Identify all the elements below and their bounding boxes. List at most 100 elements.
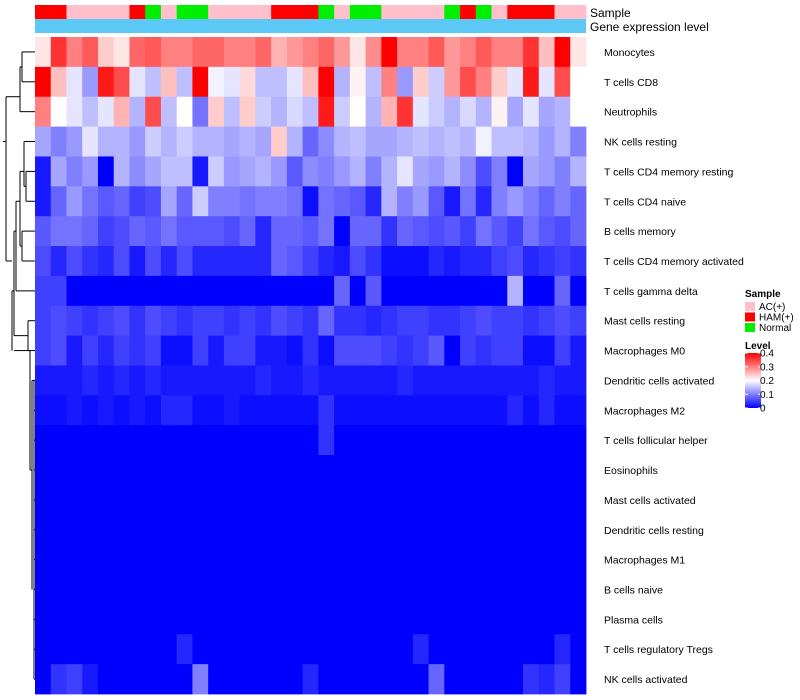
heatmap-cell [475, 246, 492, 277]
heatmap-cell [318, 186, 335, 217]
heatmap-cell [160, 634, 178, 665]
heatmap-cell [475, 664, 492, 695]
heatmap-cell [460, 484, 477, 516]
heatmap-cell [349, 96, 366, 127]
heatmap-cell [66, 425, 83, 456]
heatmap-cell [538, 275, 555, 307]
heatmap-cell [239, 186, 256, 217]
heatmap-cell [239, 544, 256, 575]
heatmap-cell [491, 365, 508, 396]
heatmap-cell [66, 365, 83, 396]
heatmap-cell [50, 246, 67, 277]
heatmap-cell [475, 186, 492, 217]
heatmap-cell [507, 365, 524, 396]
heatmap-cell [97, 395, 115, 426]
heatmap-cell [35, 216, 52, 247]
heatmap-cell [397, 514, 414, 546]
heatmap-cell [428, 37, 445, 68]
heatmap-cell [475, 156, 492, 187]
heatmap-cell [145, 66, 162, 98]
heatmap-cell [460, 275, 477, 307]
heatmap-cell [570, 484, 587, 516]
heatmap-cell [554, 574, 571, 605]
heatmap-cell [82, 156, 99, 187]
heatmap-cell [145, 455, 162, 486]
heatmap-cell [223, 275, 241, 307]
heatmap-cell [302, 574, 319, 605]
heatmap-cell [523, 574, 540, 605]
heatmap-cell [507, 37, 524, 68]
heatmap-cell [444, 246, 461, 277]
heatmap-cell [255, 246, 272, 277]
heatmap-cell [428, 66, 445, 98]
heatmap-cell [255, 574, 272, 605]
heatmap-cell [554, 275, 571, 307]
heatmap-cell [50, 186, 67, 217]
heatmap-cell [302, 335, 319, 366]
sample-annotation-cell [286, 5, 304, 19]
heatmap-cell [82, 574, 99, 605]
heatmap-cell [302, 514, 319, 546]
heatmap-cell [223, 96, 241, 127]
heatmap-cell [113, 544, 130, 575]
heatmap-cell [271, 186, 288, 217]
heatmap-cell [507, 156, 524, 187]
heatmap-cell [50, 664, 67, 695]
heatmap-cell [349, 275, 366, 307]
heatmap-cell [271, 66, 288, 98]
heatmap-cell [160, 574, 178, 605]
heatmap-cell [302, 156, 319, 187]
heatmap-cell [145, 604, 162, 635]
heatmap-cell [570, 96, 587, 127]
heatmap-cell [302, 305, 319, 337]
heatmap-cell [145, 365, 162, 396]
heatmap-cell [129, 604, 146, 635]
heatmap-cell [50, 455, 67, 486]
heatmap-cell [349, 335, 366, 366]
heatmap-cell [381, 305, 398, 337]
heatmap-cell [554, 395, 571, 426]
heatmap-cell [239, 305, 256, 337]
heatmap-cell [223, 484, 241, 516]
heatmap-cell [286, 66, 304, 98]
sample-annotation-cell [318, 5, 335, 19]
row-label: B cells memory [604, 226, 677, 238]
heatmap-cell [145, 37, 162, 68]
heatmap-cell [176, 96, 193, 127]
heatmap-cell [82, 275, 99, 307]
heatmap-cell [554, 156, 571, 187]
heatmap-cell [82, 664, 99, 695]
heatmap-cell [570, 604, 587, 635]
heatmap-cell [349, 186, 366, 217]
heatmap-cell [66, 66, 83, 98]
heatmap-cell [192, 574, 209, 605]
heatmap-cell [302, 425, 319, 456]
heatmap-cell [302, 275, 319, 307]
heatmap-cell [255, 634, 272, 665]
heatmap-cell [97, 425, 115, 456]
heatmap-cell [365, 216, 382, 247]
heatmap-cell [318, 634, 335, 665]
heatmap-cell [255, 96, 272, 127]
heatmap-cell [302, 96, 319, 127]
heatmap-cell [302, 66, 319, 98]
heatmap-cell [444, 216, 461, 247]
heatmap-cell [35, 335, 52, 366]
heatmap-cell [412, 305, 429, 337]
heatmap-cell [97, 186, 115, 217]
heatmap-cell [475, 96, 492, 127]
heatmap-cell [365, 96, 382, 127]
heatmap-cell [129, 66, 146, 98]
row-label: Dendritic cells resting [604, 525, 704, 537]
heatmap-cell [334, 365, 351, 396]
heatmap-cell [66, 335, 83, 366]
heatmap-cell [50, 514, 67, 546]
heatmap-cell [66, 664, 83, 695]
heatmap-cell [538, 634, 555, 665]
heatmap-cell [523, 484, 540, 516]
heatmap-cell [365, 126, 382, 157]
heatmap-cell [208, 365, 225, 396]
heatmap-cell [538, 335, 555, 366]
heatmap-cell [334, 246, 351, 277]
heatmap-cell [507, 604, 524, 635]
